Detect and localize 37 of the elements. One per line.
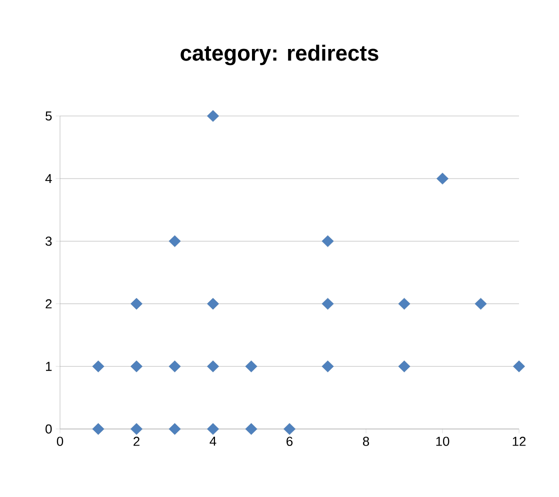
y-tick-label: 2: [46, 299, 52, 308]
x-tick-label: 6: [286, 436, 293, 446]
point: [207, 298, 220, 310]
point: [513, 360, 526, 372]
point: [207, 360, 220, 372]
point: [130, 298, 143, 310]
point: [398, 360, 410, 372]
y-tick-label: 3: [46, 236, 52, 246]
point: [322, 235, 334, 248]
point: [284, 423, 296, 435]
point: [398, 298, 410, 310]
point: [168, 235, 181, 248]
point: [168, 360, 181, 372]
point: [474, 298, 487, 310]
x-tick-label: 2: [134, 436, 140, 446]
x-tick-label: 4: [210, 436, 216, 446]
point: [130, 360, 143, 372]
y-tick-label: 5: [46, 111, 52, 121]
chart-title: category: redirects: [180, 44, 378, 66]
x-tick-label: 12: [512, 436, 526, 446]
point: [245, 360, 258, 372]
y-tick-label: 4: [45, 174, 52, 184]
point: [207, 423, 220, 435]
y-tick-label: 1: [46, 362, 52, 371]
point: [436, 172, 449, 184]
y-tick-label: 0: [46, 424, 52, 434]
x-tick-label: 10: [436, 436, 450, 446]
point: [92, 423, 104, 435]
point: [92, 360, 104, 372]
point: [322, 298, 334, 310]
point: [130, 423, 143, 435]
x-tick-label: 0: [56, 436, 64, 446]
point: [322, 360, 334, 372]
point: [207, 110, 220, 122]
point: [168, 423, 181, 435]
point: [245, 423, 258, 435]
x-tick-label: 8: [362, 436, 370, 446]
